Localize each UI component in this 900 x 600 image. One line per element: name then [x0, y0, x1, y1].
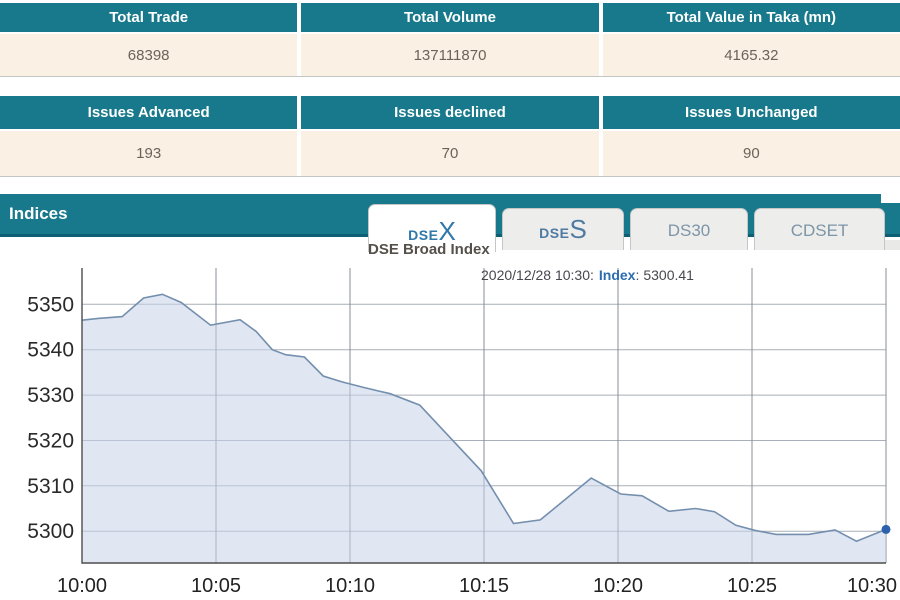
total-volume-value: 137111870	[301, 34, 599, 76]
issues-unchanged-header: Issues Unchanged	[602, 96, 900, 129]
y-axis-label: 5330	[27, 384, 74, 407]
y-axis-label: 5320	[27, 430, 74, 453]
issues-declined-header: Issues declined	[301, 96, 599, 129]
tab-ds30-label: DS30	[668, 222, 711, 242]
chart-title: DSE Broad Index	[368, 241, 490, 258]
issues-summary-table: Issues Advanced Issues declined Issues U…	[0, 96, 900, 177]
x-axis-label: 10:20	[593, 575, 643, 597]
tab-dses-prefix: DSE	[539, 225, 570, 241]
tooltip-separator: :	[635, 267, 640, 283]
issues-advanced-value: 193	[0, 131, 298, 176]
tab-cdset[interactable]: CDSET	[754, 208, 885, 250]
x-axis-label: 10:10	[325, 575, 375, 597]
index-line	[81, 293, 887, 543]
total-value-value: 4165.32	[602, 34, 900, 76]
x-axis-label: 10:25	[727, 575, 777, 597]
tab-ds30-text: DS30	[667, 221, 711, 240]
tab-dsex[interactable]: DSEX	[368, 204, 496, 252]
last-point-marker[interactable]	[881, 524, 891, 534]
x-axis-label: 10:00	[57, 575, 107, 597]
issues-declined-value: 70	[301, 131, 599, 176]
chart-tooltip: 2020/12/28 10:30: Index: 5300.41	[481, 267, 694, 283]
issues-advanced-header: Issues Advanced	[0, 96, 298, 129]
tooltip-datetime: 2020/12/28 10:30:	[481, 267, 594, 283]
tab-row-corner-strip	[885, 240, 900, 250]
total-trade-value: 68398	[0, 34, 298, 76]
y-axis-label: 5340	[27, 339, 74, 362]
y-axis-label: 5350	[27, 293, 74, 316]
tab-dsex-prefix: DSE	[408, 227, 439, 243]
x-axis-label: 10:15	[459, 575, 509, 597]
y-axis-label: 5310	[27, 475, 74, 498]
total-trade-header: Total Trade	[0, 3, 298, 32]
axes-lines	[81, 268, 886, 564]
x-axis-label: 10:05	[191, 575, 241, 597]
total-volume-header: Total Volume	[301, 3, 599, 32]
indices-bar-notch	[881, 194, 900, 203]
issues-unchanged-value: 90	[602, 131, 900, 176]
tab-dses-letter: S	[569, 214, 587, 244]
tab-dsex-letter: X	[438, 216, 456, 246]
y-axis-label: 5300	[27, 520, 74, 543]
trade-summary-table: Total Trade Total Volume Total Value in …	[0, 3, 900, 77]
tab-cdset-text: CDSET	[790, 221, 849, 240]
tab-cdset-label: CDSET	[791, 222, 849, 242]
tab-dsex-label: DSEX	[408, 218, 456, 244]
index-area-fill	[82, 294, 886, 563]
tab-dses[interactable]: DSES	[502, 208, 624, 250]
indices-title: Indices	[9, 204, 68, 223]
x-axis-label: 10:30	[847, 575, 897, 597]
tooltip-value: 5300.41	[643, 267, 694, 283]
tooltip-series-name: Index	[598, 267, 636, 283]
tab-dses-label: DSES	[539, 216, 587, 242]
total-value-header: Total Value in Taka (mn)	[602, 3, 900, 32]
tab-ds30[interactable]: DS30	[630, 208, 748, 250]
index-area-chart[interactable]: 5300 5310 5320 5330 5340 5350 10:00 10:05 10:10 1…	[0, 240, 900, 600]
